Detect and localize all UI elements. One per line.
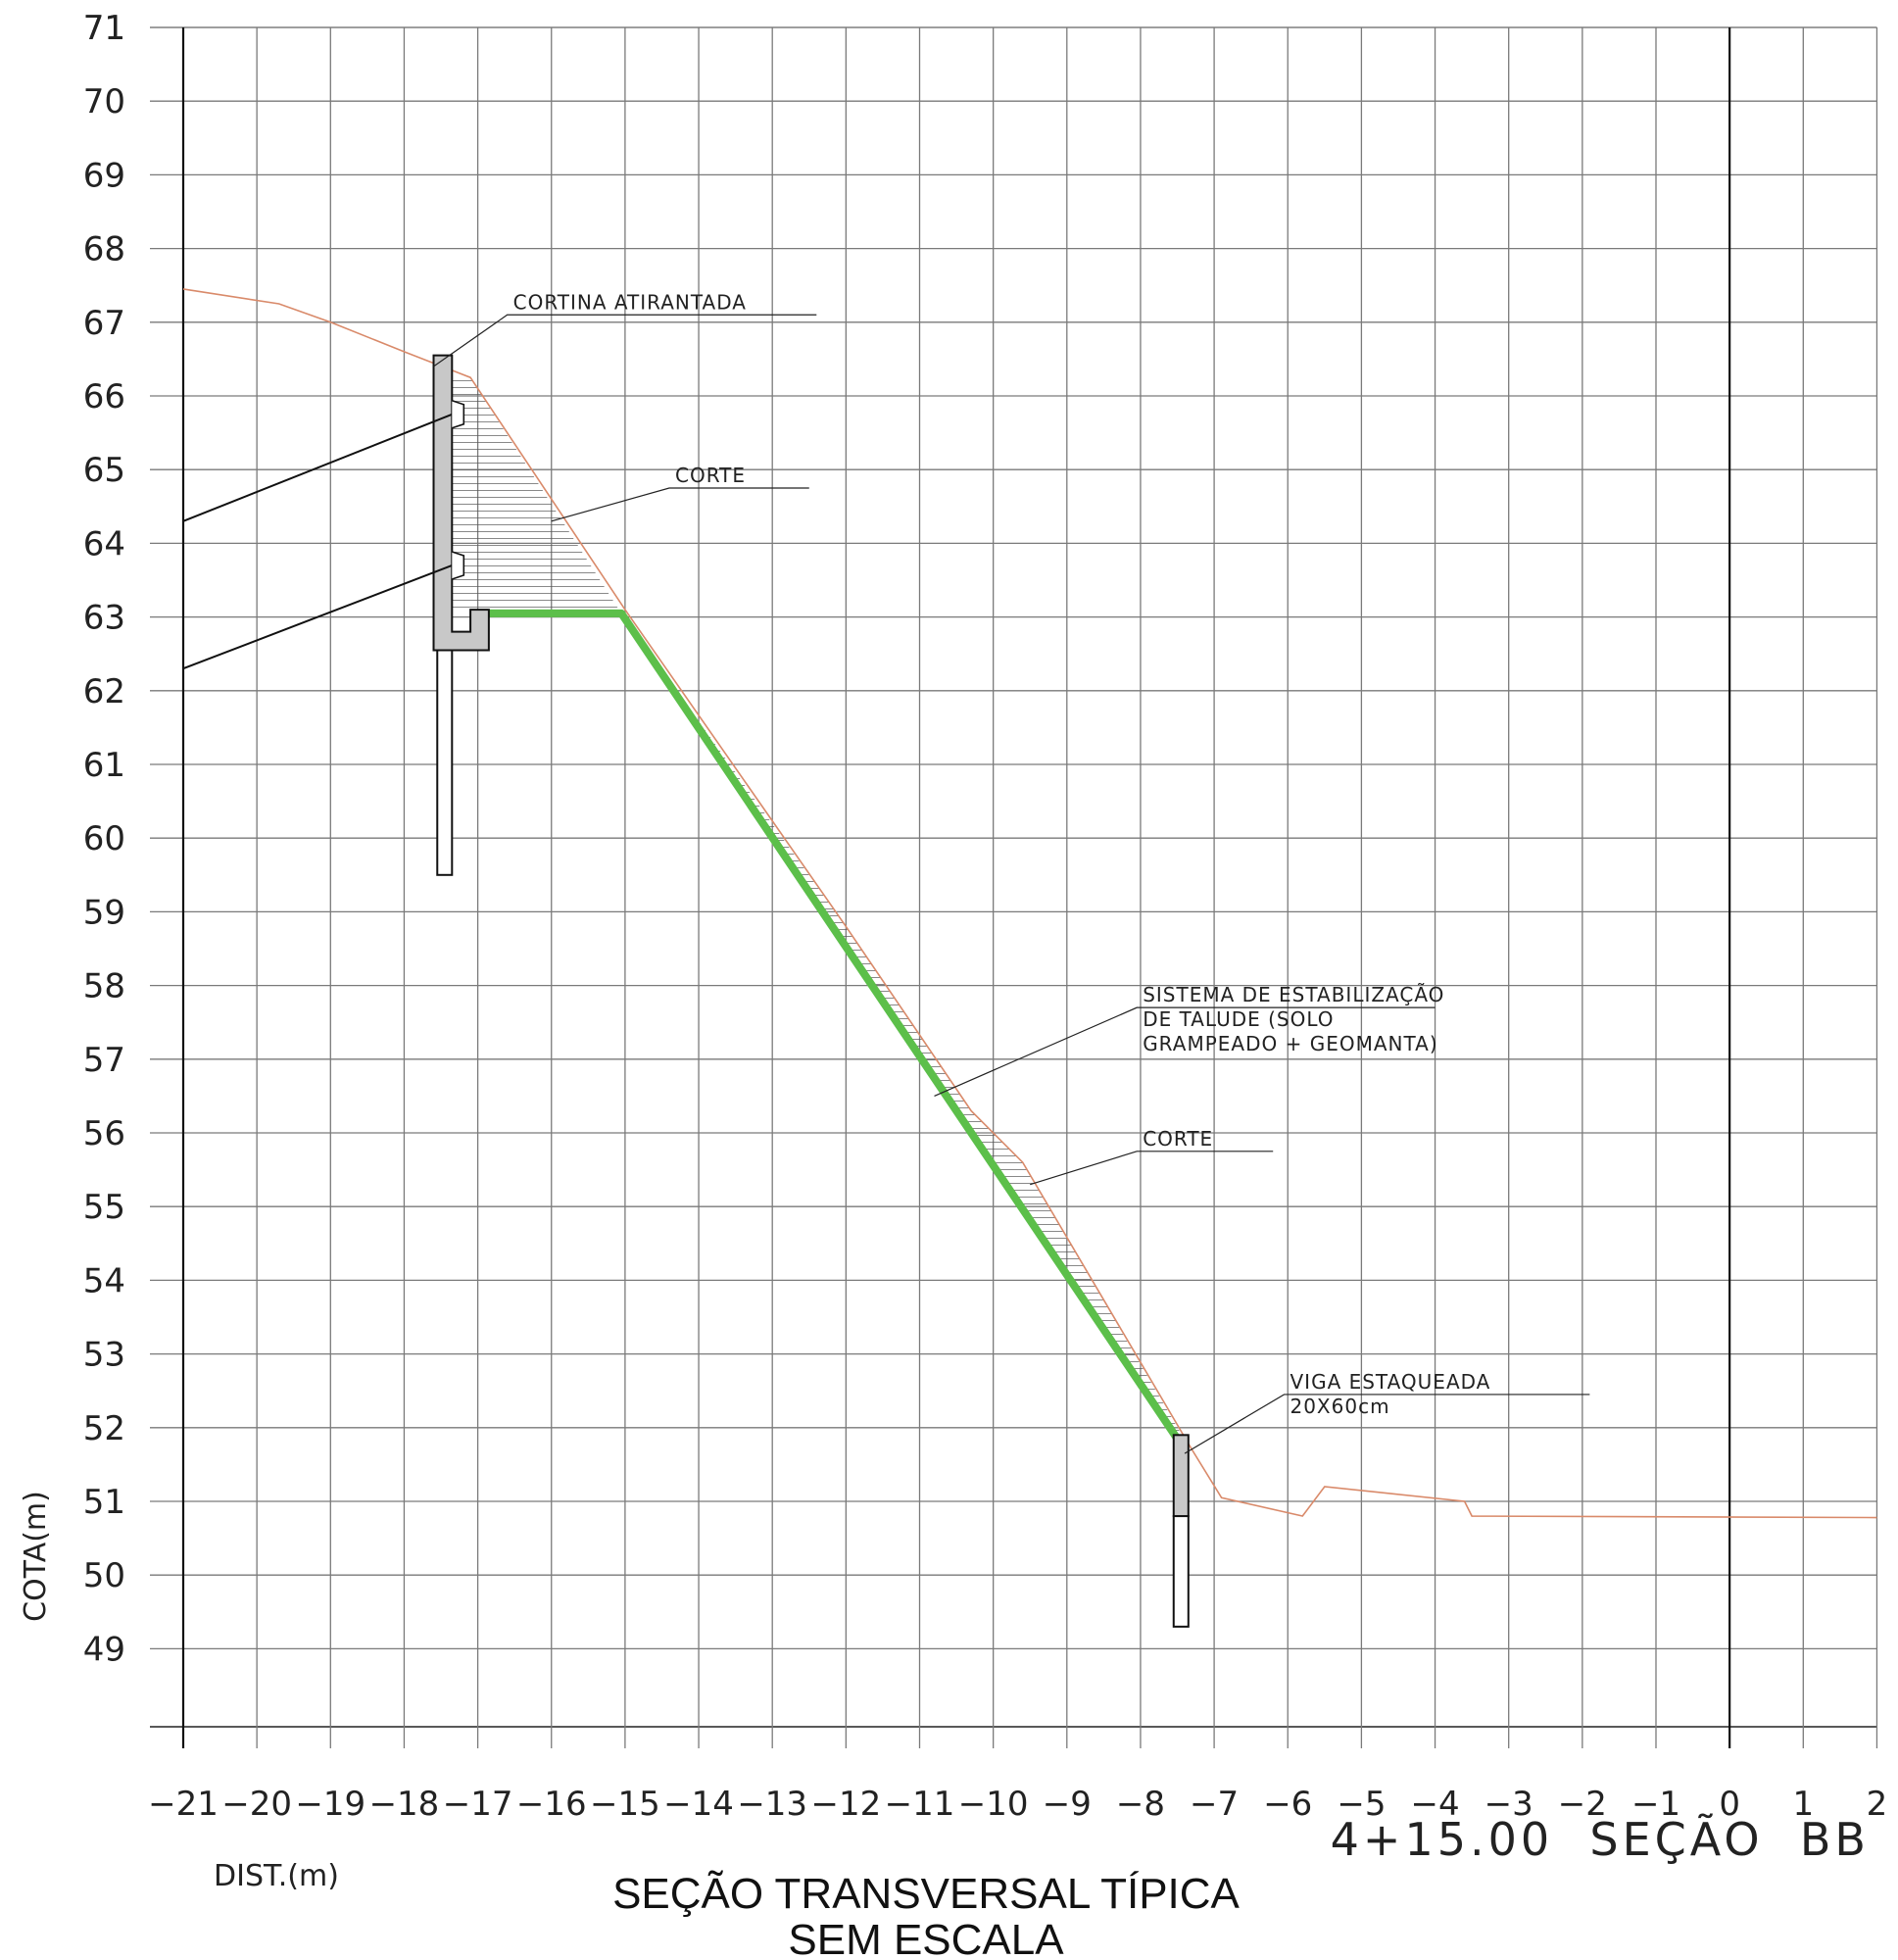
x-tick-label: −15 (590, 1785, 660, 1824)
y-tick-label: 50 (83, 1556, 125, 1595)
y-tick-label: 66 (83, 377, 125, 416)
x-tick-label: −13 (737, 1785, 807, 1824)
leader-line (1184, 1394, 1590, 1454)
x-tick-label: −17 (443, 1785, 513, 1824)
annotation-line: CORTINA ATIRANTADA (513, 290, 747, 314)
terrain-lines (182, 288, 1877, 1519)
x-axis-label: DIST.(m) (214, 1859, 339, 1893)
x-tick-label: −8 (1116, 1785, 1165, 1824)
x-tick-label: −20 (221, 1785, 292, 1824)
annotation-label: SISTEMA DE ESTABILIZAÇÃO DE TALUDE (SOLO G… (1143, 983, 1444, 1055)
annotation-line: GRAMPEADO + GEOMANTA) (1143, 1032, 1437, 1055)
y-tick-label: 70 (83, 82, 125, 122)
y-tick-label: 55 (83, 1188, 125, 1227)
x-tick-label: −3 (1484, 1785, 1533, 1824)
section-label: 4+15.00 SEÇÃO BB (1331, 1813, 1870, 1866)
y-tick-label: 67 (83, 304, 125, 343)
annotation-line: DE TALUDE (SOLO (1143, 1007, 1334, 1031)
y-tick-label: 71 (83, 9, 125, 48)
x-tick-label: −21 (148, 1785, 219, 1824)
y-tick-label: 52 (83, 1409, 125, 1448)
cut-area-upper (452, 377, 622, 613)
x-tick-label: −18 (369, 1785, 440, 1824)
x-tick-label: 2 (1867, 1785, 1888, 1824)
y-tick-label: 62 (83, 672, 125, 711)
cortina-stake (436, 649, 454, 876)
y-tick-label: 60 (83, 819, 125, 858)
x-tick-label: −5 (1337, 1785, 1386, 1824)
drawing-subtitle: SEM ESCALA (788, 1916, 1064, 1960)
y-tick-label: 69 (83, 156, 125, 195)
annotation-label: VIGA ESTAQUEADA 20X60cm (1290, 1370, 1490, 1418)
x-tick-label: −11 (885, 1785, 955, 1824)
y-tick-label: 71 (83, 9, 125, 48)
y-tick-label: 61 (83, 746, 125, 785)
cortina-atirantada (432, 354, 490, 652)
annotation-line: CORTE (1143, 1127, 1213, 1151)
x-tick-label: −14 (663, 1785, 734, 1824)
y-tick-label: 54 (83, 1261, 125, 1300)
annotation-label: CORTE (675, 464, 746, 487)
y-axis-label: COTA(m) (19, 1491, 53, 1622)
y-tick-label: 51 (83, 1483, 125, 1522)
designed-terrain-line (485, 609, 1189, 1452)
leader-line (433, 314, 817, 368)
tie-rod (182, 413, 453, 522)
y-tick-label: 59 (83, 893, 125, 932)
y-tick-label: 49 (83, 1630, 125, 1669)
x-tick-label: −4 (1410, 1785, 1459, 1824)
annotation-line: 20X60cm (1290, 1395, 1389, 1418)
x-tick-label: −1 (1631, 1785, 1680, 1824)
annotation-label: CORTINA ATIRANTADA (513, 290, 747, 314)
x-tick-label: −10 (958, 1785, 1029, 1824)
x-tick-label: −19 (295, 1785, 365, 1824)
tie-rod-head (452, 551, 465, 580)
annotation-line: CORTE (675, 464, 746, 487)
leader-line (1030, 1151, 1274, 1186)
y-tick-label: 53 (83, 1336, 125, 1375)
annotation-line: SISTEMA DE ESTABILIZAÇÃO (1143, 983, 1444, 1006)
y-tick-label: 57 (83, 1041, 125, 1080)
y-tick-label: 63 (83, 599, 125, 638)
x-tick-label: −16 (516, 1785, 587, 1824)
x-tick-label: −12 (810, 1785, 881, 1824)
x-tick-label: 1 (1792, 1785, 1814, 1824)
grid (150, 26, 1878, 1748)
structures (182, 354, 1190, 1628)
drawing-title: SEÇÃO TRANSVERSAL TÍPICA (612, 1869, 1240, 1918)
y-tick-label: 56 (83, 1114, 125, 1153)
tie-rod-head (452, 400, 465, 429)
x-tick-label: 0 (1719, 1785, 1740, 1824)
x-tick-label: −9 (1043, 1785, 1092, 1824)
y-tick-label: 64 (83, 524, 125, 564)
y-tick-label: 65 (83, 451, 125, 490)
x-tick-label: −6 (1263, 1785, 1312, 1824)
x-tick-label: −7 (1190, 1785, 1239, 1824)
annotation-label: CORTE (1143, 1127, 1213, 1151)
leader-line (934, 1006, 1436, 1097)
x-tick-label: −2 (1558, 1785, 1607, 1824)
existing-terrain-line (182, 288, 1877, 1519)
y-axis-tick-labels: 49 50 51 52 53 54 55 56 57 58 59 60 61 62 63 64 65 66 67 68… (83, 9, 125, 1669)
y-tick-label: 68 (83, 230, 125, 270)
viga-estaqueada (1172, 1434, 1190, 1518)
leader-line (551, 487, 809, 522)
annotation-line: VIGA ESTAQUEADA (1290, 1370, 1490, 1394)
viga-stake (1172, 1515, 1190, 1628)
tie-rod (182, 564, 453, 670)
annotations: CORTINA ATIRANTADA CORTE SISTEMA DE ESTABI… (433, 290, 1590, 1454)
y-tick-label: 58 (83, 967, 125, 1006)
x-axis-tick-labels: −21 −20 −19 −18 −17 −16 −15 −14 −13 −12 −11 −10 −9 −8… (148, 1785, 1887, 1824)
